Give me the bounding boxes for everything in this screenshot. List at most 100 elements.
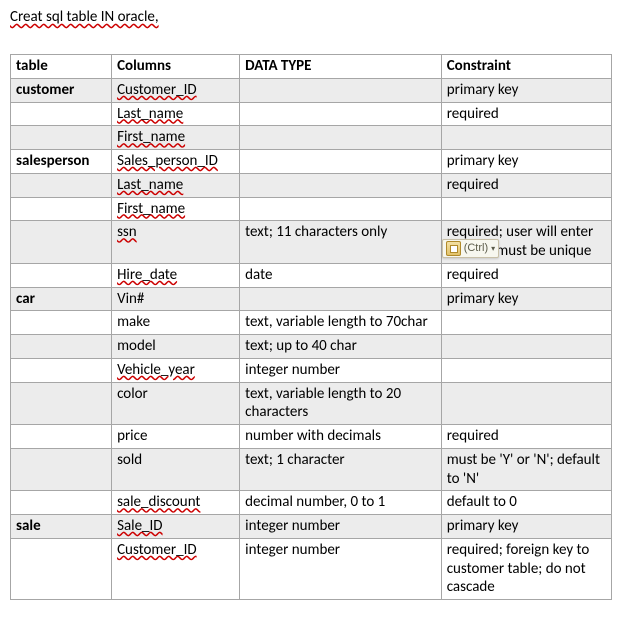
cell-column: Sales_person_ID <box>112 150 240 174</box>
cell-table <box>11 126 112 150</box>
cell-constraint <box>441 382 611 425</box>
cell-table <box>11 311 112 335</box>
cell-column: Sale_ID <box>112 515 240 539</box>
cell-column: Hire_date <box>112 263 240 287</box>
table-row: soldtext; 1 charactermust be 'Y' or 'N';… <box>11 448 612 491</box>
cell-constraint: primary key <box>441 515 611 539</box>
cell-datatype: number with decimals <box>240 425 442 449</box>
cell-table <box>11 491 112 515</box>
cell-constraint <box>441 126 611 150</box>
table-row: Last_name required <box>11 173 612 197</box>
cell-datatype: text; 1 character <box>240 448 442 491</box>
schema-table: table Columns DATA TYPE Constraint custo… <box>10 54 612 600</box>
cell-datatype: text, variable length to 70char <box>240 311 442 335</box>
cell-datatype: text; up to 40 char <box>240 335 442 359</box>
header-columns: Columns <box>112 55 240 79</box>
table-row: salespersonSales_person_ID primary key <box>11 150 612 174</box>
cell-column: color <box>112 382 240 425</box>
table-body: customerCustomer_IDprimary keyLast_namer… <box>11 78 612 599</box>
clipboard-icon <box>446 241 461 256</box>
table-row: sale_discountdecimal number, 0 to 1defau… <box>11 491 612 515</box>
cell-table <box>11 382 112 425</box>
cell-table <box>11 102 112 126</box>
cell-constraint: required <box>441 173 611 197</box>
cell-datatype <box>240 197 442 221</box>
cell-datatype <box>240 150 442 174</box>
table-row: carVin# primary key <box>11 287 612 311</box>
cell-column: price <box>112 425 240 449</box>
cell-column: Last_name <box>112 173 240 197</box>
cell-column: ssn <box>112 221 240 264</box>
table-row: pricenumber with decimalsrequired <box>11 425 612 449</box>
cell-constraint: primary key <box>441 287 611 311</box>
header-datatype: DATA TYPE <box>240 55 442 79</box>
cell-datatype: integer number <box>240 538 442 599</box>
cell-datatype <box>240 102 442 126</box>
table-row: First_name <box>11 197 612 221</box>
cell-datatype <box>240 78 442 102</box>
cell-table <box>11 425 112 449</box>
cell-table <box>11 448 112 491</box>
cell-column: sold <box>112 448 240 491</box>
table-row: modeltext; up to 40 char <box>11 335 612 359</box>
cell-datatype <box>240 287 442 311</box>
cell-constraint <box>441 335 611 359</box>
cell-column: Customer_ID <box>112 78 240 102</box>
cell-datatype: decimal number, 0 to 1 <box>240 491 442 515</box>
cell-datatype <box>240 126 442 150</box>
cell-table <box>11 173 112 197</box>
table-row: Last_namerequired <box>11 102 612 126</box>
cell-table: car <box>11 287 112 311</box>
chevron-down-icon: ▾ <box>491 245 495 253</box>
cell-table <box>11 263 112 287</box>
cell-constraint: required; user will enter dashes; must b… <box>441 221 611 264</box>
cell-column: First_name <box>112 197 240 221</box>
cell-table <box>11 197 112 221</box>
cell-constraint: required <box>441 425 611 449</box>
table-row: First_name <box>11 126 612 150</box>
cell-datatype <box>240 173 442 197</box>
table-row: customerCustomer_ID primary key <box>11 78 612 102</box>
cell-constraint <box>441 358 611 382</box>
cell-datatype: text; 11 characters only <box>240 221 442 264</box>
table-row: colortext, variable length to 20 charact… <box>11 382 612 425</box>
cell-table <box>11 358 112 382</box>
cell-column: make <box>112 311 240 335</box>
table-row: maketext, variable length to 70char <box>11 311 612 335</box>
ctrl-label: (Ctrl) <box>464 243 488 254</box>
cell-table: sale <box>11 515 112 539</box>
page-heading: Creat sql table IN oracle, <box>10 8 614 26</box>
header-table: table <box>11 55 112 79</box>
cell-constraint <box>441 311 611 335</box>
header-constraint: Constraint <box>441 55 611 79</box>
table-row: Hire_datedaterequired <box>11 263 612 287</box>
cell-column: First_name <box>112 126 240 150</box>
cell-constraint <box>441 197 611 221</box>
cell-datatype: integer number <box>240 358 442 382</box>
cell-column: Vehicle_year <box>112 358 240 382</box>
cell-constraint: must be 'Y' or 'N'; default to 'N' <box>441 448 611 491</box>
table-row: Customer_IDinteger numberrequired; forei… <box>11 538 612 599</box>
cell-column: Vin# <box>112 287 240 311</box>
cell-table <box>11 221 112 264</box>
paste-options-badge[interactable]: (Ctrl)▾ <box>442 239 499 258</box>
cell-table <box>11 335 112 359</box>
table-row: saleSale_IDinteger numberprimary key <box>11 515 612 539</box>
cell-constraint: primary key <box>441 78 611 102</box>
cell-constraint: required <box>441 263 611 287</box>
cell-constraint: primary key <box>441 150 611 174</box>
cell-table: salesperson <box>11 150 112 174</box>
cell-column: model <box>112 335 240 359</box>
cell-table: customer <box>11 78 112 102</box>
header-row: table Columns DATA TYPE Constraint <box>11 55 612 79</box>
cell-table <box>11 538 112 599</box>
cell-column: Last_name <box>112 102 240 126</box>
cell-datatype: integer number <box>240 515 442 539</box>
cell-constraint: default to 0 <box>441 491 611 515</box>
cell-constraint: required; foreign key to customer table;… <box>441 538 611 599</box>
cell-column: sale_discount <box>112 491 240 515</box>
cell-datatype: date <box>240 263 442 287</box>
table-row: ssntext; 11 characters onlyrequired; use… <box>11 221 612 264</box>
cell-datatype: text, variable length to 20 characters <box>240 382 442 425</box>
cell-column: Customer_ID <box>112 538 240 599</box>
